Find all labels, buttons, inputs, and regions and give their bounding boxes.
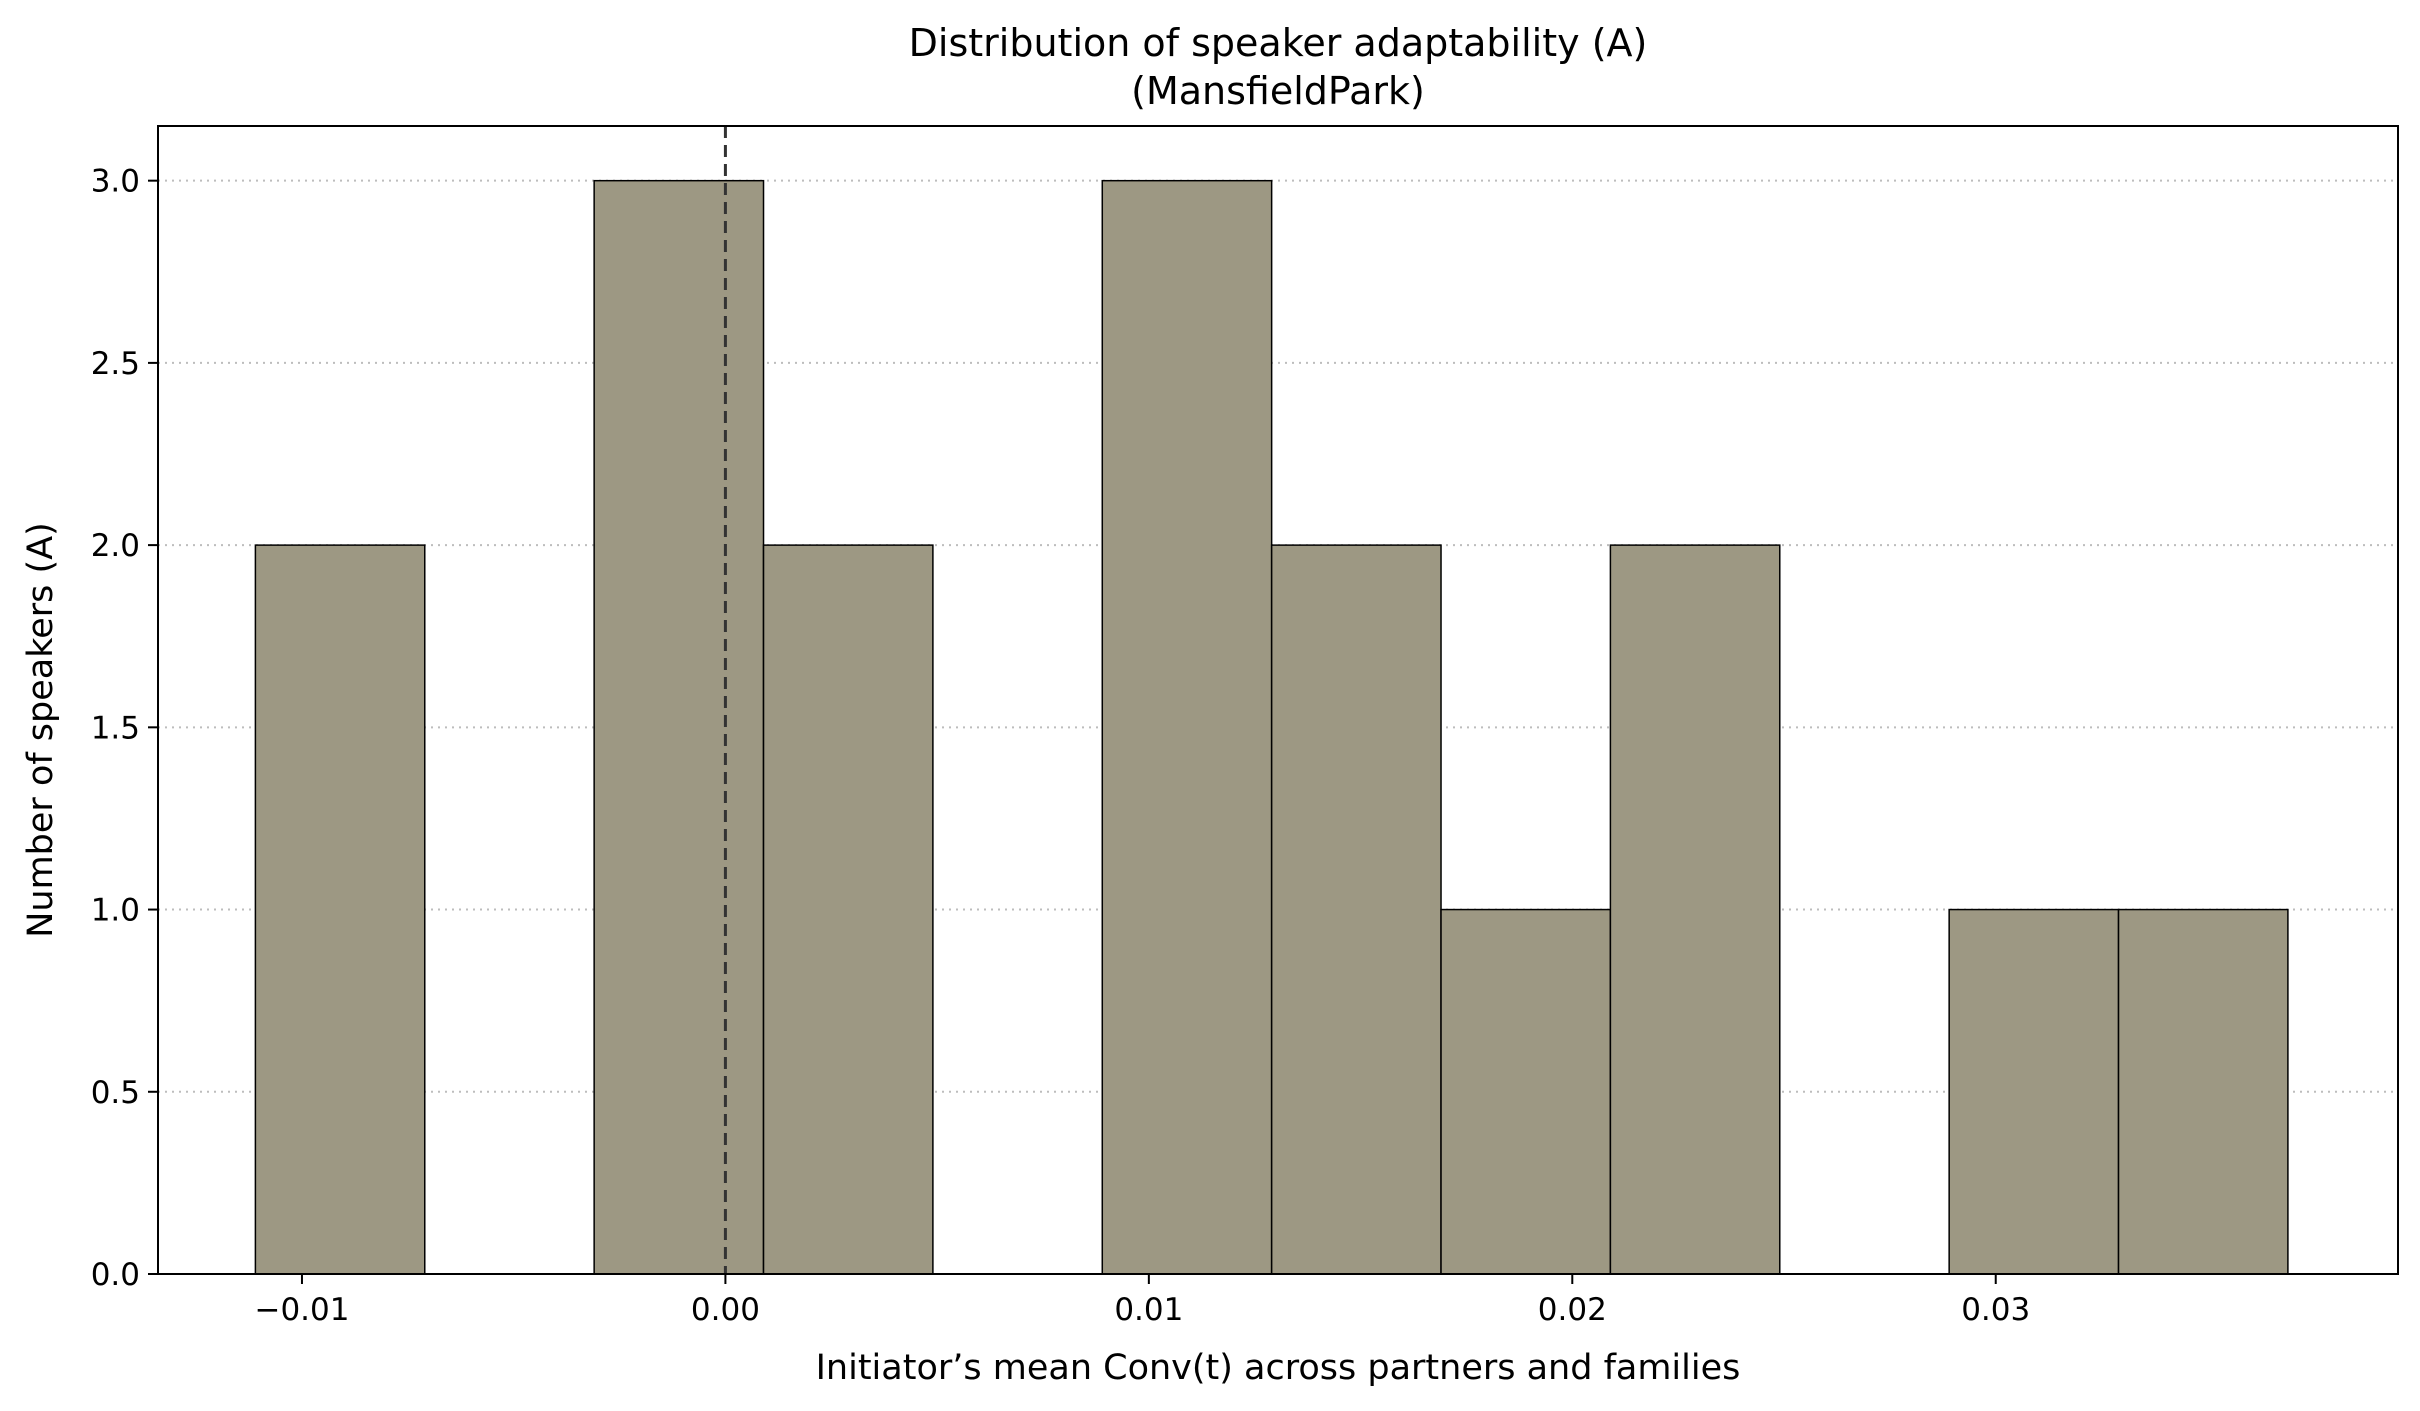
y-axis-ticks: 0.0 0.5 1.0 1.5 2.0 2.5 3.0 bbox=[91, 164, 158, 1293]
histogram-bar bbox=[2117, 908, 2289, 1275]
x-axis-label: Initiator’s mean Conv(t) across partners… bbox=[816, 1348, 1741, 1388]
y-tick-label: 0.5 bbox=[91, 1075, 140, 1111]
histogram-bar bbox=[1948, 908, 2120, 1275]
histogram-bar bbox=[1609, 544, 1781, 1275]
x-tick-label: 0.01 bbox=[1114, 1292, 1183, 1328]
y-tick-label: 3.0 bbox=[91, 164, 140, 200]
x-tick-label: −0.01 bbox=[254, 1292, 349, 1328]
y-tick-label: 2.0 bbox=[91, 528, 140, 564]
histogram-bar bbox=[762, 544, 934, 1275]
y-tick-label: 1.5 bbox=[91, 710, 140, 746]
chart-subtitle: (MansfieldPark) bbox=[1131, 69, 1425, 113]
x-tick-label: 0.03 bbox=[1961, 1292, 2030, 1328]
y-tick-label: 1.0 bbox=[91, 893, 140, 929]
histogram-bars bbox=[254, 179, 2289, 1275]
x-axis-ticks: −0.01 0.00 0.01 0.02 0.03 bbox=[254, 1274, 2030, 1328]
x-tick-label: 0.00 bbox=[691, 1292, 760, 1328]
histogram-bar bbox=[254, 544, 426, 1275]
y-tick-label: 2.5 bbox=[91, 346, 140, 382]
histogram-bar bbox=[1270, 544, 1442, 1275]
y-axis-label: Number of speakers (A) bbox=[21, 522, 61, 938]
y-tick-label: 0.0 bbox=[91, 1257, 140, 1293]
chart-title: Distribution of speaker adaptability (A) bbox=[909, 21, 1648, 65]
histogram-bar bbox=[1440, 908, 1612, 1275]
x-tick-label: 0.02 bbox=[1538, 1292, 1607, 1328]
plot-area-frame bbox=[157, 125, 2399, 1275]
histogram-bar bbox=[1101, 179, 1273, 1275]
histogram-bar bbox=[593, 179, 765, 1275]
